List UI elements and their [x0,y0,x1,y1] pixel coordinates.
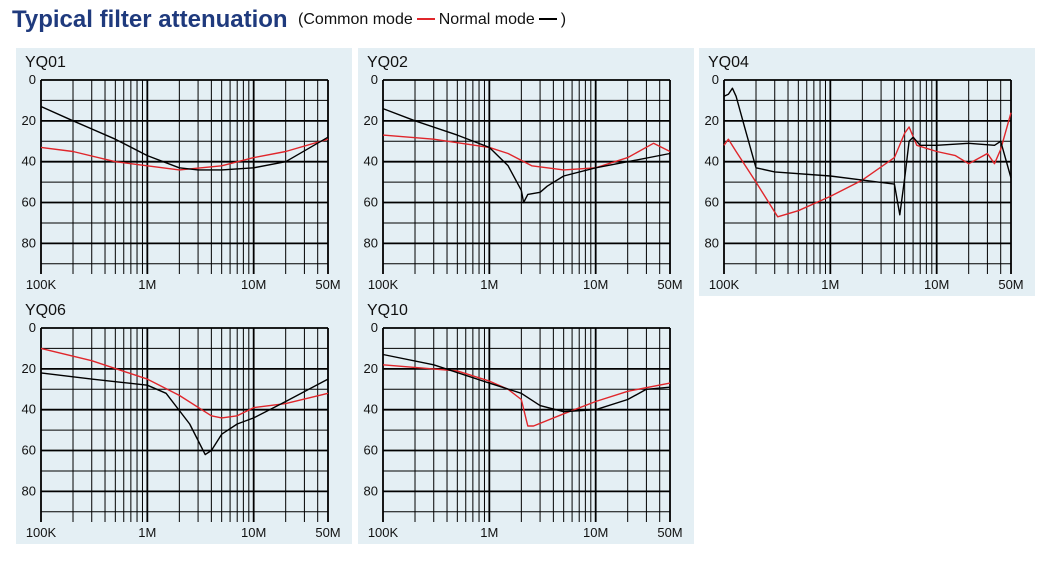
series-line-common-mode [40,138,329,171]
x-tick-label: 100K [26,525,57,540]
x-tick-label: 10M [241,277,266,292]
x-tick-label: 10M [583,525,608,540]
y-tick-label: 40 [22,402,36,417]
y-tick-label: 80 [22,235,36,250]
y-tick-label: 60 [705,195,719,210]
x-tick-label: 1M [480,525,498,540]
x-tick-label: 50M [657,277,682,292]
y-tick-label: 20 [705,113,719,128]
legend: (Common mode Normal mode) [298,11,566,28]
series-line-common-mode [723,112,1012,218]
x-tick-label: 1M [138,525,156,540]
chart-title-yq01: YQ01 [25,54,66,71]
y-tick-label: 0 [712,72,719,87]
grid-yq10 [382,327,671,522]
x-tick-label: 100K [368,277,399,292]
y-tick-label: 20 [22,113,36,128]
y-tick-label: 60 [364,443,378,458]
chart-title-yq04: YQ04 [708,54,749,71]
legend-close-paren: ) [560,11,567,28]
x-tick-label: 1M [480,277,498,292]
y-tick-label: 40 [364,154,378,169]
legend-open-paren: ( [298,11,304,28]
x-tick-label: 10M [583,277,608,292]
y-tick-label: 40 [705,154,719,169]
legend-label-normal-mode: Normal mode [438,11,535,28]
y-tick-label: 40 [364,402,378,417]
y-tick-label: 20 [364,361,378,376]
y-tick-label: 0 [371,72,378,87]
x-tick-label: 100K [26,277,57,292]
series-line-common-mode [382,134,671,171]
y-tick-label: 0 [29,72,36,87]
y-tick-label: 60 [22,443,36,458]
y-tick-label: 0 [29,320,36,335]
series-line-common-mode [40,347,329,419]
header: Typical filter attenuation (Common mode N… [12,6,566,40]
grid-yq02 [382,79,671,274]
series-line-normal-mode [40,105,329,171]
chart-title-yq06: YQ06 [25,302,66,319]
series-line-normal-mode [382,353,671,413]
x-tick-label: 50M [315,277,340,292]
x-tick-label: 1M [138,277,156,292]
chart-panel-yq10: YQ10 0 20 40 60 80 100K 1M 10M 50M [358,296,694,544]
x-tick-label: 50M [315,525,340,540]
page-title: Typical filter attenuation [12,6,288,33]
y-tick-label: 60 [22,195,36,210]
series-line-common-mode [382,364,671,427]
chart-panel-yq04: YQ04 0 20 40 60 80 100K 1M 10M 50M [699,48,1035,296]
x-tick-label: 50M [998,277,1023,292]
y-tick-label: 80 [364,483,378,498]
legend-swatch-common-mode [416,17,435,20]
series-line-normal-mode [723,87,1012,216]
chart-panel-yq01: YQ01 0 20 40 60 80 100K 1M 10M 50M [16,48,352,296]
grid-yq01 [40,79,329,274]
y-tick-label: 20 [22,361,36,376]
chart-panel-yq06: YQ06 0 20 40 60 80 100K 1M 10M 50M [16,296,352,544]
x-tick-label: 10M [241,525,266,540]
series-line-normal-mode [40,372,329,456]
y-tick-label: 80 [22,483,36,498]
legend-label-common-mode: Common mode [303,11,413,28]
legend-swatch-normal-mode [538,17,557,20]
x-tick-label: 100K [709,277,740,292]
grid-yq06 [40,327,329,522]
chart-title-yq10: YQ10 [367,302,408,319]
y-tick-label: 60 [364,195,378,210]
y-tick-label: 40 [22,154,36,169]
y-tick-label: 20 [364,113,378,128]
y-tick-label: 0 [371,320,378,335]
x-tick-label: 100K [368,525,399,540]
y-tick-label: 80 [705,235,719,250]
chart-title-yq02: YQ02 [367,54,408,71]
chart-panel-yq02: YQ02 0 20 40 60 80 100K 1M 10M 50M [358,48,694,296]
x-tick-label: 50M [657,525,682,540]
x-tick-label: 10M [924,277,949,292]
series-line-normal-mode [382,107,671,204]
y-tick-label: 80 [364,235,378,250]
x-tick-label: 1M [821,277,839,292]
